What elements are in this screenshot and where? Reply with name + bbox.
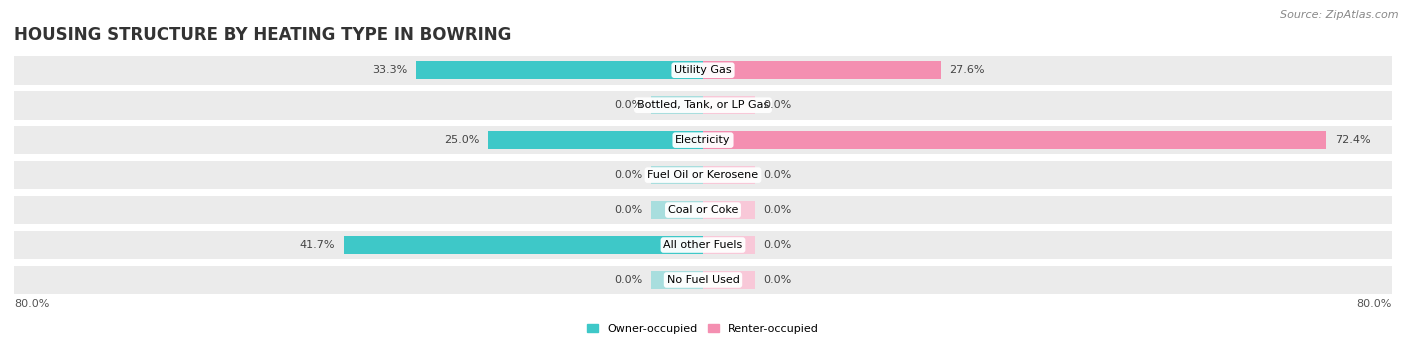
Text: Bottled, Tank, or LP Gas: Bottled, Tank, or LP Gas [637,100,769,110]
Text: 0.0%: 0.0% [763,170,792,180]
Text: 80.0%: 80.0% [1357,299,1392,309]
Bar [416,61,703,79]
Text: 0.0%: 0.0% [763,275,792,285]
Bar [703,271,755,289]
Bar [14,91,1392,120]
Text: Utility Gas: Utility Gas [675,65,731,75]
Text: Source: ZipAtlas.com: Source: ZipAtlas.com [1281,10,1399,20]
Bar [14,161,1392,189]
Text: HOUSING STRUCTURE BY HEATING TYPE IN BOWRING: HOUSING STRUCTURE BY HEATING TYPE IN BOW… [14,26,512,44]
Bar [651,96,703,114]
Bar [703,166,755,184]
Text: 0.0%: 0.0% [763,100,792,110]
Text: 72.4%: 72.4% [1336,135,1371,145]
Text: 41.7%: 41.7% [299,240,335,250]
Text: All other Fuels: All other Fuels [664,240,742,250]
Text: 0.0%: 0.0% [614,170,643,180]
Text: 0.0%: 0.0% [614,205,643,215]
Text: 0.0%: 0.0% [763,240,792,250]
Text: No Fuel Used: No Fuel Used [666,275,740,285]
Text: Fuel Oil or Kerosene: Fuel Oil or Kerosene [647,170,759,180]
Bar [703,201,755,219]
Bar [703,96,755,114]
Legend: Owner-occupied, Renter-occupied: Owner-occupied, Renter-occupied [582,319,824,338]
Bar [703,131,1326,149]
Bar [703,236,755,254]
Text: 33.3%: 33.3% [373,65,408,75]
Bar [651,201,703,219]
Bar [651,166,703,184]
Text: 0.0%: 0.0% [614,100,643,110]
Bar [14,231,1392,259]
Bar [488,131,703,149]
Text: 25.0%: 25.0% [444,135,479,145]
Text: Electricity: Electricity [675,135,731,145]
Bar [14,196,1392,224]
Bar [14,266,1392,294]
Text: 0.0%: 0.0% [763,205,792,215]
Text: 80.0%: 80.0% [14,299,49,309]
Text: 27.6%: 27.6% [949,65,984,75]
Bar [703,61,941,79]
Bar [14,56,1392,85]
Bar [14,126,1392,154]
Text: Coal or Coke: Coal or Coke [668,205,738,215]
Bar [651,271,703,289]
Text: 0.0%: 0.0% [614,275,643,285]
Bar [344,236,703,254]
